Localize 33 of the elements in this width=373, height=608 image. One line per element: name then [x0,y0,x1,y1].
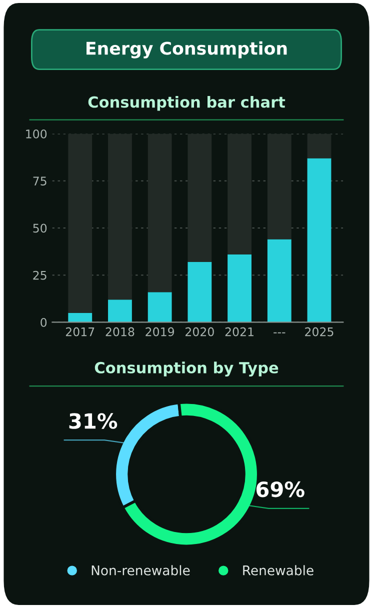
bar [68,134,92,313]
bar [108,134,132,300]
bar [267,239,292,322]
chart-title: Consumption by Type [94,362,278,377]
x-tick-label: 2020 [186,327,214,336]
data-label: 31% [69,413,118,429]
y-tick-label: 75 [33,176,46,186]
x-tick-label: 2021 [225,327,254,336]
data-label: 69% [256,481,304,498]
chart-title: Energy Consumption [86,41,287,58]
bar [188,262,212,322]
bar [307,134,332,158]
y-tick-label: 50 [33,224,47,233]
bar [188,134,212,262]
x-tick-label: 2019 [146,327,174,336]
x-tick-label: 2017 [66,327,94,336]
bar [68,312,92,322]
bar [228,254,252,322]
bar [148,134,172,292]
y-tick-label: 25 [33,270,46,280]
x-tick-label: 2018 [106,327,134,336]
chart-subtitle: Consumption bar chart [88,96,286,111]
legend-label: Renewable [243,565,314,576]
y-tick-label: 0 [40,318,47,327]
bar [267,134,292,240]
bar [228,134,252,254]
y-tick-label: 100 [26,129,47,138]
bar [108,300,132,322]
bar [148,292,172,322]
legend-label: Non-renewable [92,565,190,576]
bar [307,158,332,322]
x-tick-label: --- [274,332,286,334]
x-tick-label: 2025 [305,327,334,336]
